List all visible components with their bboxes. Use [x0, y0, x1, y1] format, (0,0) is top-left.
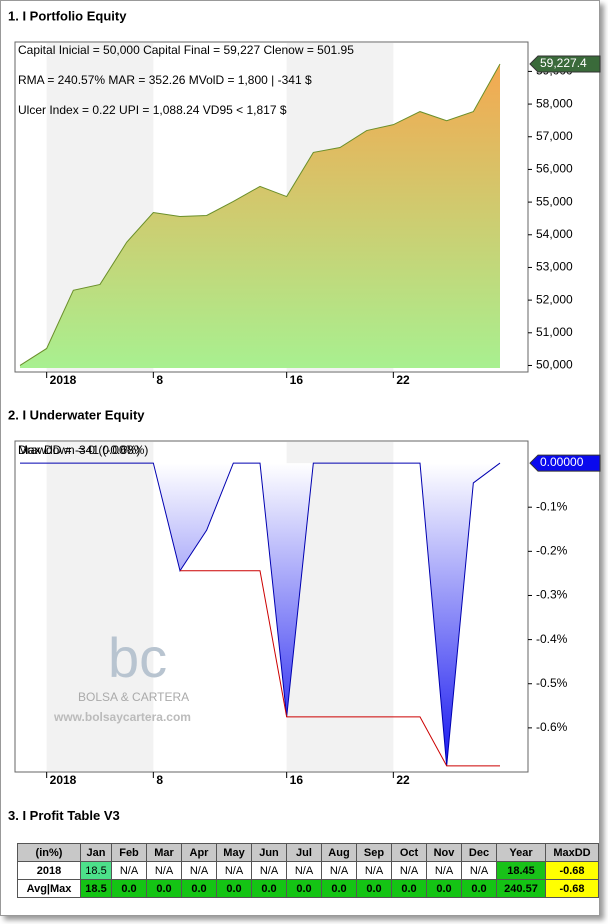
value-label: 59,227.4: [540, 56, 587, 70]
table-cell: N/A: [391, 861, 427, 880]
table-cell: May: [216, 843, 252, 862]
table-cell: N/A: [146, 861, 182, 880]
x-tick-label: 16: [290, 773, 304, 787]
table-title: 3. I Profit Table V3: [8, 808, 120, 823]
table-cell: 2018: [17, 861, 81, 880]
table-cell: MaxDD: [545, 843, 599, 862]
table-cell: 0.0: [461, 879, 497, 898]
table-cell: Jul: [286, 843, 322, 862]
table-cell: -0.68: [545, 861, 599, 880]
table-cell: 0.0: [216, 879, 252, 898]
equity-area: [20, 63, 500, 368]
value-tag: [529, 454, 601, 472]
x-tick-label: 16: [290, 373, 304, 387]
y-tick-label: 56,000: [536, 162, 573, 176]
y-tick-label: 58,000: [536, 96, 573, 110]
table-cell: N/A: [461, 861, 497, 880]
table-cell: N/A: [251, 861, 287, 880]
table-cell: Feb: [111, 843, 147, 862]
table-row: (in%) Jan Feb Mar Apr May Jun Jul Aug Sep Oct Nov De…: [17, 843, 599, 862]
y-tick-label: -0.4%: [536, 632, 568, 646]
table-cell: Year: [496, 843, 546, 862]
y-tick-label: -0.1%: [536, 499, 568, 513]
watermark-url: www.bolsaycartera.com: [53, 710, 191, 724]
table-cell: 18.5: [80, 861, 112, 880]
y-tick-label: 51,000: [536, 325, 573, 339]
table-cell: N/A: [356, 861, 392, 880]
table-cell: 240.57: [496, 879, 546, 898]
watermark-logo: bc: [108, 626, 167, 689]
value-label: 0.00000: [540, 455, 584, 469]
drawdown-line: [20, 462, 501, 766]
table-cell: N/A: [426, 861, 462, 880]
y-tick-label: -0.2%: [536, 544, 568, 558]
y-tick-label: 50,000: [536, 358, 573, 372]
table-cell: 0.0: [146, 879, 182, 898]
y-tick-label: 54,000: [536, 227, 573, 241]
table-cell: 0.0: [391, 879, 427, 898]
x-tick-label: 8: [156, 373, 163, 387]
table-cell: Nov: [426, 843, 462, 862]
x-tick-label: 2018: [50, 373, 77, 387]
annotation: Capital Inicial = 50,000 Capital Final =…: [18, 43, 354, 57]
x-tick-label: 22: [396, 373, 410, 387]
chart-title: 2. I Underwater Equity: [8, 407, 145, 422]
table-cell: Jun: [251, 843, 287, 862]
table-cell: Oct: [391, 843, 427, 862]
table-cell: Avg|Max: [17, 879, 81, 898]
table-cell: 18.45: [496, 861, 546, 880]
annotation: RMA = 240.57% MAR = 352.26 MVolD = 1,800…: [18, 73, 312, 87]
table-cell: 0.0: [321, 879, 357, 898]
value-tag: [529, 55, 601, 73]
y-tick-label: -0.3%: [536, 588, 568, 602]
table-cell: 0.0: [111, 879, 147, 898]
table-cell: 0.0: [181, 879, 217, 898]
table-cell: Sep: [356, 843, 392, 862]
x-tick-label: 2018: [50, 773, 77, 787]
table-cell: N/A: [321, 861, 357, 880]
table-cell: N/A: [216, 861, 252, 880]
y-tick-label: 52,000: [536, 292, 573, 306]
y-tick-label: -0.5%: [536, 676, 568, 690]
table-cell: Jan: [80, 843, 112, 862]
annotation: Drawdown = 0 (0.00%): [18, 443, 140, 457]
period-band: [46, 442, 154, 771]
y-tick-label: 57,000: [536, 129, 573, 143]
table-cell: Aug: [321, 843, 357, 862]
table-cell: N/A: [181, 861, 217, 880]
y-tick-label: 53,000: [536, 260, 573, 274]
table-cell: N/A: [286, 861, 322, 880]
table-cell: 0.0: [286, 879, 322, 898]
table-row: 2018 18.5 N/A N/A N/A N/A N/A N/A N/A N/A N/A N/A N/…: [17, 861, 599, 880]
chart-title: 1. I Portfolio Equity: [8, 8, 127, 23]
table-cell: N/A: [111, 861, 147, 880]
table-row: Avg|Max 18.5 0.0 0.0 0.0 0.0 0.0 0.0 0.0 0.0 0.0 0.…: [17, 879, 599, 898]
table-cell: (in%): [17, 843, 81, 862]
table-cell: 0.0: [356, 879, 392, 898]
watermark-name: BOLSA & CARTERA: [78, 690, 189, 704]
table-cell: 18.5: [80, 879, 112, 898]
table-cell: Apr: [181, 843, 217, 862]
drawdown-area: [20, 463, 500, 766]
equity-line: [19, 63, 501, 366]
y-tick-label: 55,000: [536, 194, 573, 208]
table-cell: Mar: [146, 843, 182, 862]
y-tick-label: -0.6%: [536, 720, 568, 734]
x-tick-label: 22: [396, 773, 410, 787]
annotation: Ulcer Index = 0.22 UPI = 1,088.24 VD95 <…: [18, 103, 287, 117]
table-cell: -0.68: [545, 879, 599, 898]
annotation: Max DD = -341 (-0.68%): [18, 443, 148, 457]
table-cell: Dec: [461, 843, 497, 862]
table-cell: 0.0: [426, 879, 462, 898]
max-dd-line: [180, 570, 500, 767]
table-cell: 0.0: [251, 879, 287, 898]
profit-table: (in%) Jan Feb Mar Apr May Jun Jul Aug Sep Oct Nov De…: [17, 843, 599, 898]
x-tick-label: 8: [156, 773, 163, 787]
